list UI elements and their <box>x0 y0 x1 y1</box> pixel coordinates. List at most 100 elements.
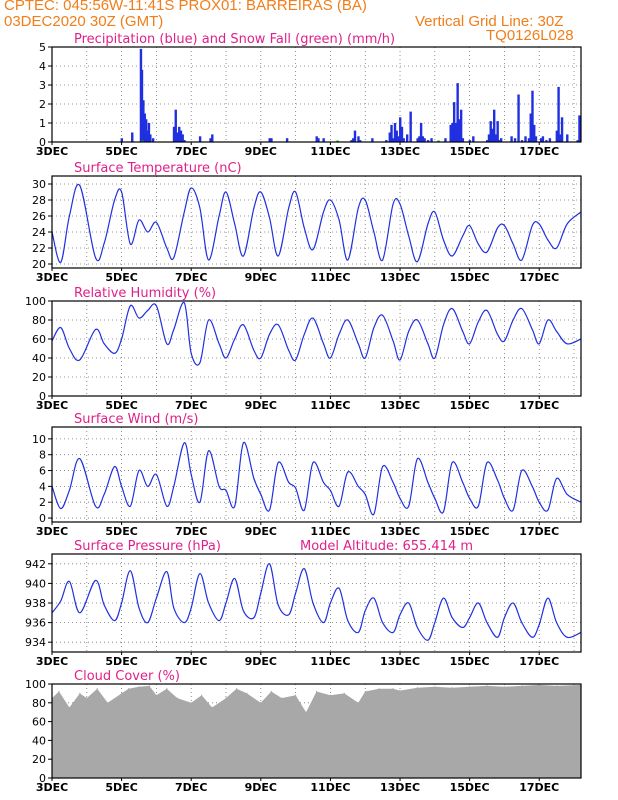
series-point <box>503 225 505 227</box>
plot-frame <box>51 553 582 653</box>
x-tick-label: 13DEC <box>380 655 420 668</box>
series-point <box>155 597 157 599</box>
cloud-cover-point <box>176 697 178 699</box>
y-tick-label: 80 <box>32 697 46 710</box>
panel-5: 934 936 938 940 942 3DEC 5DEC 7DEC 9DEC 11DEC 13DE… <box>25 539 582 668</box>
series-point <box>469 497 471 499</box>
cloud-cover-point <box>378 688 380 690</box>
series-point <box>79 612 81 614</box>
series-point <box>329 489 331 491</box>
panel-2: 20 22 24 26 28 30 3DEC 5DEC 7DEC 9DEC 11DEC 13DEC 15… <box>32 161 582 284</box>
series-point <box>399 497 401 499</box>
series-point <box>95 257 97 259</box>
cloud-cover-point <box>357 702 359 704</box>
cloud-cover-point <box>86 697 88 699</box>
cloud-cover-point <box>211 706 213 709</box>
series-point <box>277 255 279 257</box>
precip-bar <box>270 138 273 142</box>
series-point <box>129 243 131 245</box>
x-tick-label: 11DEC <box>310 271 350 284</box>
x-tick-label: 5DEC <box>105 655 137 668</box>
x-tick-label: 15DEC <box>450 145 490 158</box>
precip-bar <box>534 136 538 142</box>
cloud-cover-point <box>343 692 345 695</box>
series-point <box>556 330 558 332</box>
panel-title: Surface Wind (m/s) <box>74 412 198 427</box>
precip-bar <box>268 138 271 142</box>
series-point <box>512 509 514 511</box>
snow-bar <box>141 140 144 142</box>
precip-bar <box>172 126 176 142</box>
y-tick-label: 28 <box>32 194 46 207</box>
x-tick-label: 3DEC <box>36 399 68 412</box>
precip-bar <box>209 138 212 142</box>
series-point <box>451 255 453 257</box>
panel-1: 0 1 2 3 4 5 3DEC 5DEC 7DEC 9DEC 11DEC 13DEC 15DEC 17D… <box>36 32 582 158</box>
precip-bar <box>353 130 357 142</box>
series-point <box>486 310 488 311</box>
series-point <box>253 349 255 351</box>
x-tick-label: 7DEC <box>175 525 207 538</box>
series-point <box>218 215 220 217</box>
series-point <box>382 622 384 624</box>
x-tick-label: 11DEC <box>310 655 350 668</box>
plot-frame <box>51 426 582 523</box>
series-point <box>95 579 97 581</box>
series-point <box>260 592 262 594</box>
series-point <box>416 319 418 321</box>
series-point <box>190 607 192 609</box>
series-point <box>253 207 255 209</box>
series-point <box>199 501 201 503</box>
series-point <box>114 352 116 354</box>
x-tick-label: 7DEC <box>175 145 207 158</box>
series-point <box>531 225 533 227</box>
precip-bar <box>143 113 146 142</box>
cloud-cover-point <box>260 702 262 704</box>
snow-bar <box>336 140 339 142</box>
precip-bar <box>559 134 562 142</box>
series-point <box>190 352 192 354</box>
series-point <box>68 489 70 491</box>
series-point <box>434 622 436 624</box>
series-point <box>155 474 157 475</box>
x-tick-label: 7DEC <box>175 399 207 412</box>
series-point <box>147 231 149 233</box>
precip-bar <box>539 138 543 142</box>
y-tick-label: 24 <box>32 226 46 239</box>
series-point <box>434 211 436 213</box>
series-point <box>486 462 488 464</box>
series-point <box>521 622 523 624</box>
series-point <box>183 442 185 444</box>
series-point <box>373 597 375 599</box>
series-point <box>408 505 410 507</box>
precip-bar <box>520 140 524 142</box>
precip-bar <box>317 138 320 142</box>
precip-bar <box>496 121 499 142</box>
plot-frame <box>51 300 582 397</box>
series-point <box>199 207 201 209</box>
series-point <box>208 602 210 604</box>
x-tick-label: 9DEC <box>245 271 277 284</box>
series-point <box>416 261 418 263</box>
precip-bar <box>419 123 423 142</box>
series-point <box>277 324 279 326</box>
cloud-cover-point <box>364 690 366 693</box>
series-point <box>469 225 471 227</box>
precip-bar <box>452 102 456 142</box>
precip-bar <box>174 109 177 142</box>
series-point <box>338 219 340 221</box>
series-point <box>138 219 140 221</box>
series-point <box>225 357 227 359</box>
precip-bar <box>548 138 552 142</box>
x-tick-label: 3DEC <box>36 145 68 158</box>
precip-bar <box>430 138 433 142</box>
series-point <box>338 333 340 335</box>
series-point <box>521 308 523 310</box>
series-point <box>329 602 331 604</box>
series-point <box>338 587 340 589</box>
x-tick-label: 3DEC <box>36 271 68 284</box>
series-point <box>399 203 401 205</box>
series-point <box>242 255 244 257</box>
series-point <box>269 333 271 335</box>
